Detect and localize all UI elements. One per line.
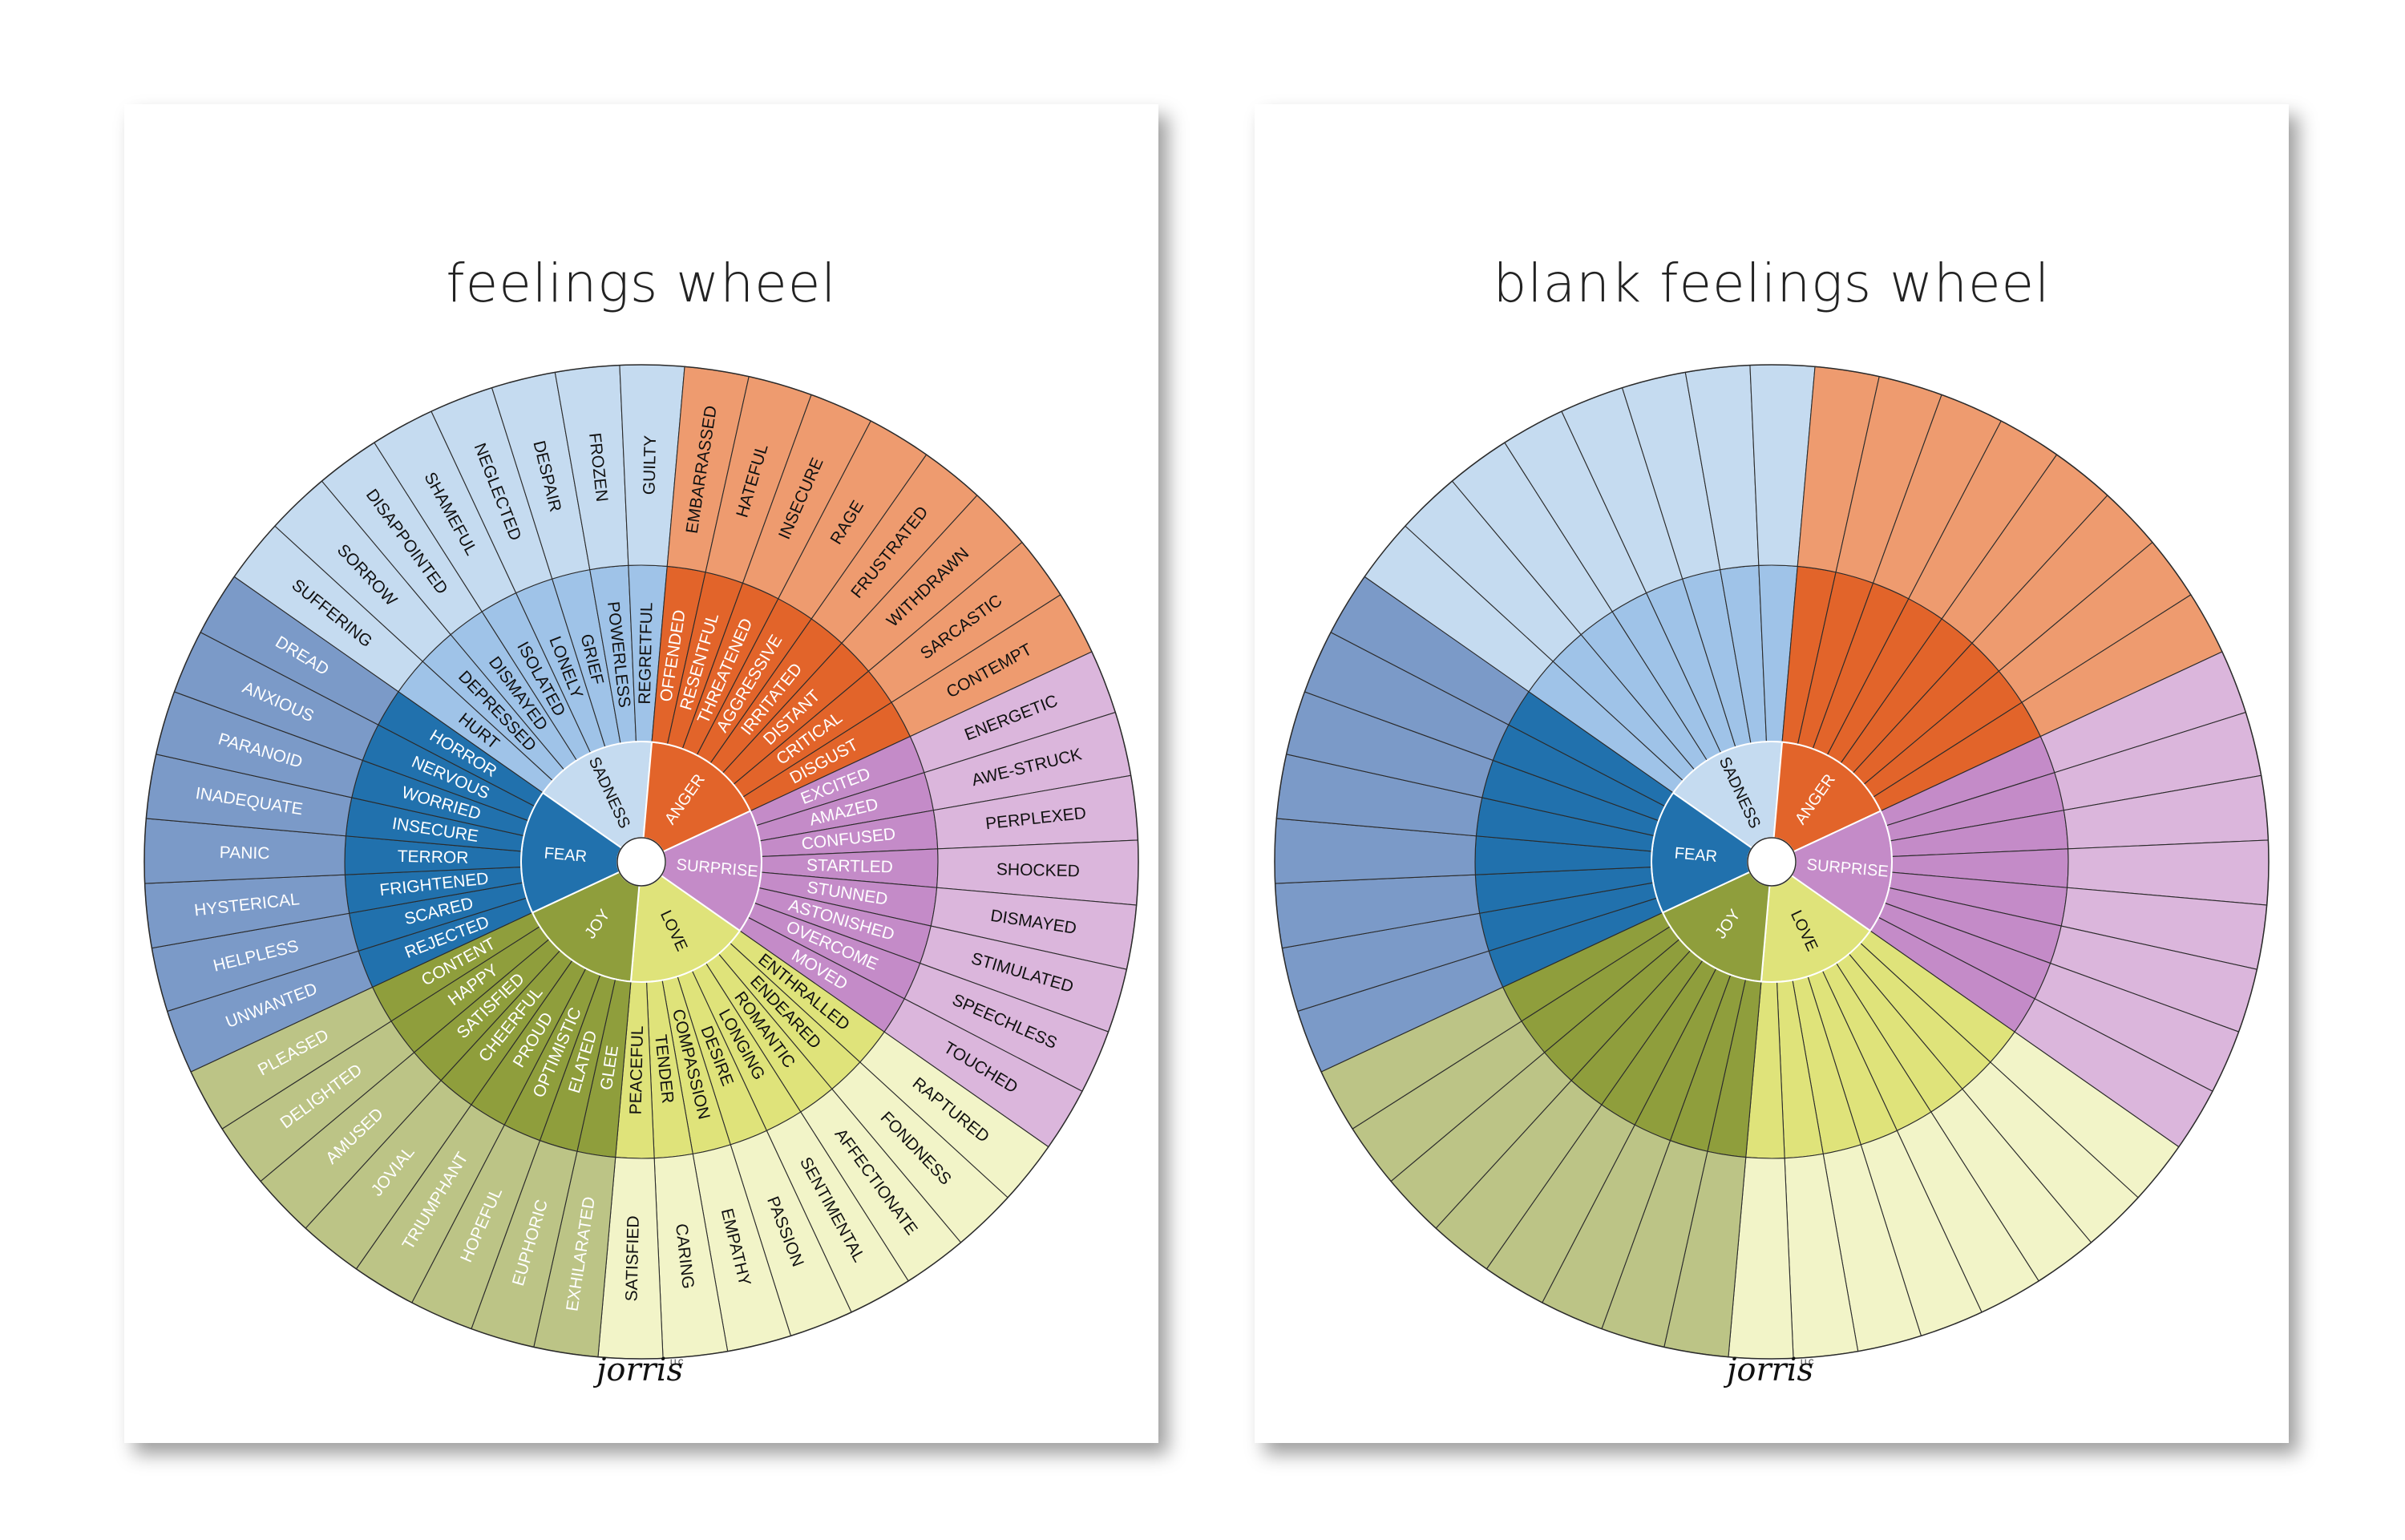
svg-text:LLC: LLC	[1801, 1358, 1814, 1366]
tertiary-label: SATISFIED	[623, 1215, 643, 1301]
emotion-anger	[642, 366, 1093, 853]
core-ring	[1651, 741, 1893, 983]
sheet-title: feelings wheel	[446, 253, 837, 314]
core-label: FEAR	[1674, 844, 1718, 866]
blank-feelings-wheel-sheet: blank feelings wheel SADNESS ANGER SURPRIS…	[1255, 104, 2289, 1443]
emotion-fear	[143, 576, 623, 1073]
tertiary-label: PANIC	[220, 843, 270, 863]
emotion-fear	[1274, 576, 1753, 1073]
emotion-anger	[1772, 366, 2223, 853]
emotion-love	[597, 874, 1049, 1360]
secondary-label: REGRETFUL	[636, 602, 657, 705]
secondary-label: TERROR	[397, 847, 468, 867]
company-logo: jorris LLC	[1724, 1352, 1814, 1388]
tertiary-label: SHOCKED	[996, 860, 1080, 880]
emotion-surprise	[1790, 651, 2270, 1148]
sheet-title: blank feelings wheel	[1493, 253, 2051, 314]
emotion-sadness	[1364, 364, 1816, 850]
company-logo: jorris LLC	[593, 1352, 684, 1388]
feelings-wheel-sheet: feelings wheel SADNESS HURT SUFFERING DEPRE…	[124, 104, 1158, 1443]
wheel-outline	[1274, 364, 2270, 1360]
svg-text:LLC: LLC	[670, 1358, 684, 1366]
emotion-love	[1728, 874, 2180, 1360]
svg-text:jorris: jorris	[1724, 1352, 1813, 1388]
emotion-joy	[190, 871, 641, 1358]
emotion-joy	[1320, 871, 1771, 1358]
secondary-label: STARTLED	[806, 856, 893, 876]
wheel-center	[1747, 837, 1797, 887]
tertiary-label: GUILTY	[640, 435, 660, 495]
emotion-sadness	[233, 364, 685, 850]
core-ring	[520, 741, 762, 983]
wheel-center	[616, 837, 666, 887]
wheel-outline	[143, 364, 1139, 1360]
svg-text:jorris: jorris	[593, 1352, 683, 1388]
secondary-label: PEACEFUL	[627, 1025, 647, 1114]
core-label: FEAR	[544, 844, 588, 866]
feelings-wheel-labeled: SADNESSHURTSUFFERINGDEPRESSEDSORROWDISMA…	[143, 364, 1139, 1360]
emotion-surprise	[660, 651, 1139, 1148]
